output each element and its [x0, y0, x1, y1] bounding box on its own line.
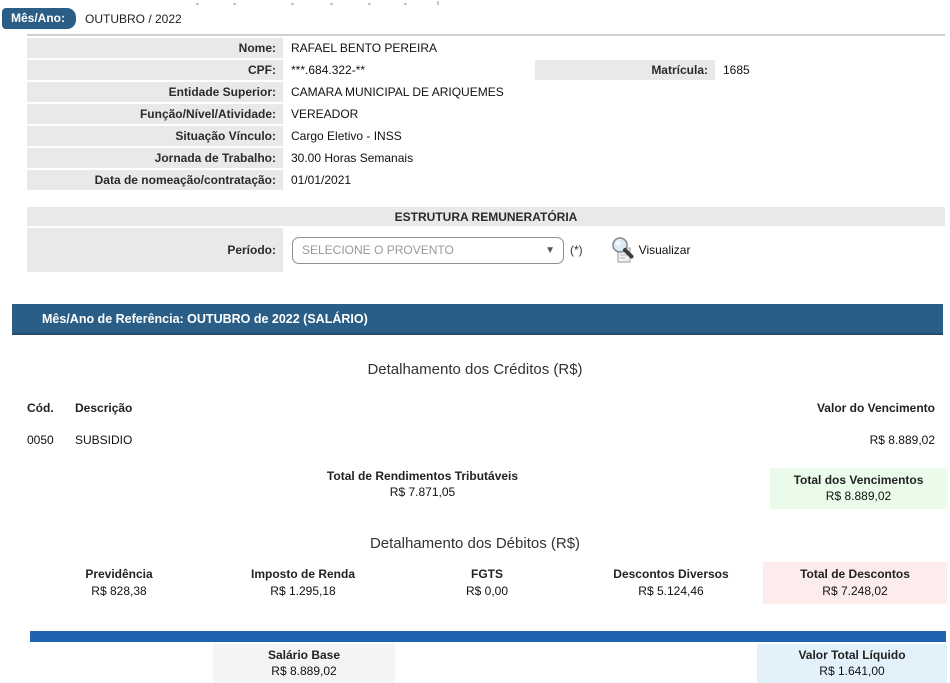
creditos-title: Detalhamento dos Créditos (R$): [367, 361, 583, 378]
footer-totals: Salário Base R$ 8.889,02 Valor Total Líq…: [0, 643, 950, 683]
col-header-descricao: Descrição: [75, 401, 133, 415]
credito-row: 0050 SUBSIDIO R$ 8.889,02: [27, 433, 935, 447]
debito-imposto-renda: Imposto de Renda R$ 1.295,18: [250, 567, 355, 598]
debitos-title: Detalhamento dos Débitos (R$): [369, 535, 581, 553]
row-value: 01/01/2021: [283, 170, 945, 190]
reference-month-bar: Mês/Ano de Referência: OUTUBRO de 2022 (…: [12, 304, 943, 335]
table-row: CPF: ***.684.322-** Matrícula: 1685: [27, 60, 945, 80]
provento-select[interactable]: SELECIONE O PROVENTO ▼: [292, 236, 564, 264]
row-label: Nome:: [27, 38, 283, 58]
row-label: Jornada de Trabalho:: [27, 148, 283, 168]
debito-fgts: FGTS R$ 0,00: [465, 567, 509, 598]
salario-base-box: Salário Base R$ 8.889,02: [213, 643, 395, 683]
matricula-label: Matrícula:: [535, 60, 715, 80]
table-row: Jornada de Trabalho: 30.00 Horas Semanai…: [27, 148, 945, 168]
row-value: 30.00 Horas Semanais: [283, 148, 945, 168]
total-vencimentos-box: Total dos Vencimentos R$ 8.889,02: [770, 468, 947, 510]
creditos-header-row: Cód. Descrição Valor do Vencimento: [27, 401, 935, 415]
creditos-totals-row: Total de Rendimentos Tributáveis R$ 7.87…: [27, 468, 947, 510]
total-value: R$ 8.889,02: [825, 489, 892, 504]
row-label: Situação Vínculo:: [27, 126, 283, 146]
month-year-value: OUTUBRO / 2022: [85, 11, 182, 26]
section-header: ESTRUTURA REMUNERATÓRIA: [27, 207, 945, 226]
employee-info-table: Nome: RAFAEL BENTO PEREIRA CPF: ***.684.…: [27, 34, 945, 190]
row-value: VEREADOR: [283, 104, 945, 124]
table-row: Situação Vínculo: Cargo Eletivo - INSS: [27, 126, 945, 146]
row-label: Data de nomeação/contratação:: [27, 170, 283, 190]
col-header-valor: Valor do Vencimento: [816, 401, 935, 415]
select-placeholder: SELECIONE O PROVENTO: [302, 243, 454, 257]
magnifier-document-icon: [609, 236, 637, 264]
row-label: CPF:: [27, 60, 283, 80]
total-label: Total de Rendimentos Tributáveis: [326, 469, 519, 483]
col-header-cod: Cód.: [27, 401, 54, 415]
credito-valor: R$ 8.889,02: [869, 433, 935, 447]
row-label: Entidade Superior:: [27, 82, 283, 102]
month-year-row: Mês/Ano: OUTUBRO / 2022: [0, 7, 950, 30]
debitos-row: Previdência R$ 828,38 Imposto de Renda R…: [27, 562, 947, 604]
table-row: Nome: RAFAEL BENTO PEREIRA: [27, 38, 945, 58]
visualizar-label: Visualizar: [638, 243, 691, 257]
table-row: Entidade Superior: CAMARA MUNICIPAL DE A…: [27, 82, 945, 102]
debito-descontos-diversos: Descontos Diversos R$ 5.124,46: [613, 567, 729, 598]
debito-previdencia: Previdência R$ 828,38: [85, 567, 153, 598]
credito-cod: 0050: [27, 433, 54, 447]
row-label: Função/Nível/Atividade:: [27, 104, 283, 124]
estrutura-remuneratoria-section: ESTRUTURA REMUNERATÓRIA Período: SELECIO…: [27, 207, 945, 272]
row-value: Cargo Eletivo - INSS: [283, 126, 945, 146]
valor-total-liquido-box: Valor Total Líquido R$ 1.641,00: [757, 643, 947, 683]
credito-descricao: SUBSIDIO: [75, 433, 133, 447]
total-label: Total dos Vencimentos: [793, 473, 924, 487]
required-marker: (*): [570, 243, 583, 257]
chevron-down-icon: ▼: [545, 244, 555, 256]
cpf-value: ***.684.322-**: [291, 63, 366, 77]
matricula-value: 1685: [723, 63, 750, 77]
periodo-label: Período:: [27, 228, 283, 272]
table-row: Data de nomeação/contratação: 01/01/2021: [27, 170, 945, 190]
total-descontos-box: Total de Descontos R$ 7.248,02: [763, 562, 947, 604]
row-value: RAFAEL BENTO PEREIRA: [283, 38, 945, 58]
table-row: Função/Nível/Atividade: VEREADOR: [27, 104, 945, 124]
total-value: R$ 7.871,05: [389, 485, 456, 500]
month-year-tab[interactable]: Mês/Ano:: [2, 8, 76, 29]
periodo-row: Período: SELECIONE O PROVENTO ▼ (*): [27, 228, 945, 272]
total-rendimentos-tributaveis: Total de Rendimentos Tributáveis R$ 7.87…: [27, 468, 770, 500]
cropped-toolbar-remnant: [0, 0, 950, 6]
bottom-divider-bar: [30, 630, 946, 642]
visualizar-button[interactable]: Visualizar: [609, 236, 691, 264]
row-value: CAMARA MUNICIPAL DE ARIQUEMES: [283, 82, 945, 102]
